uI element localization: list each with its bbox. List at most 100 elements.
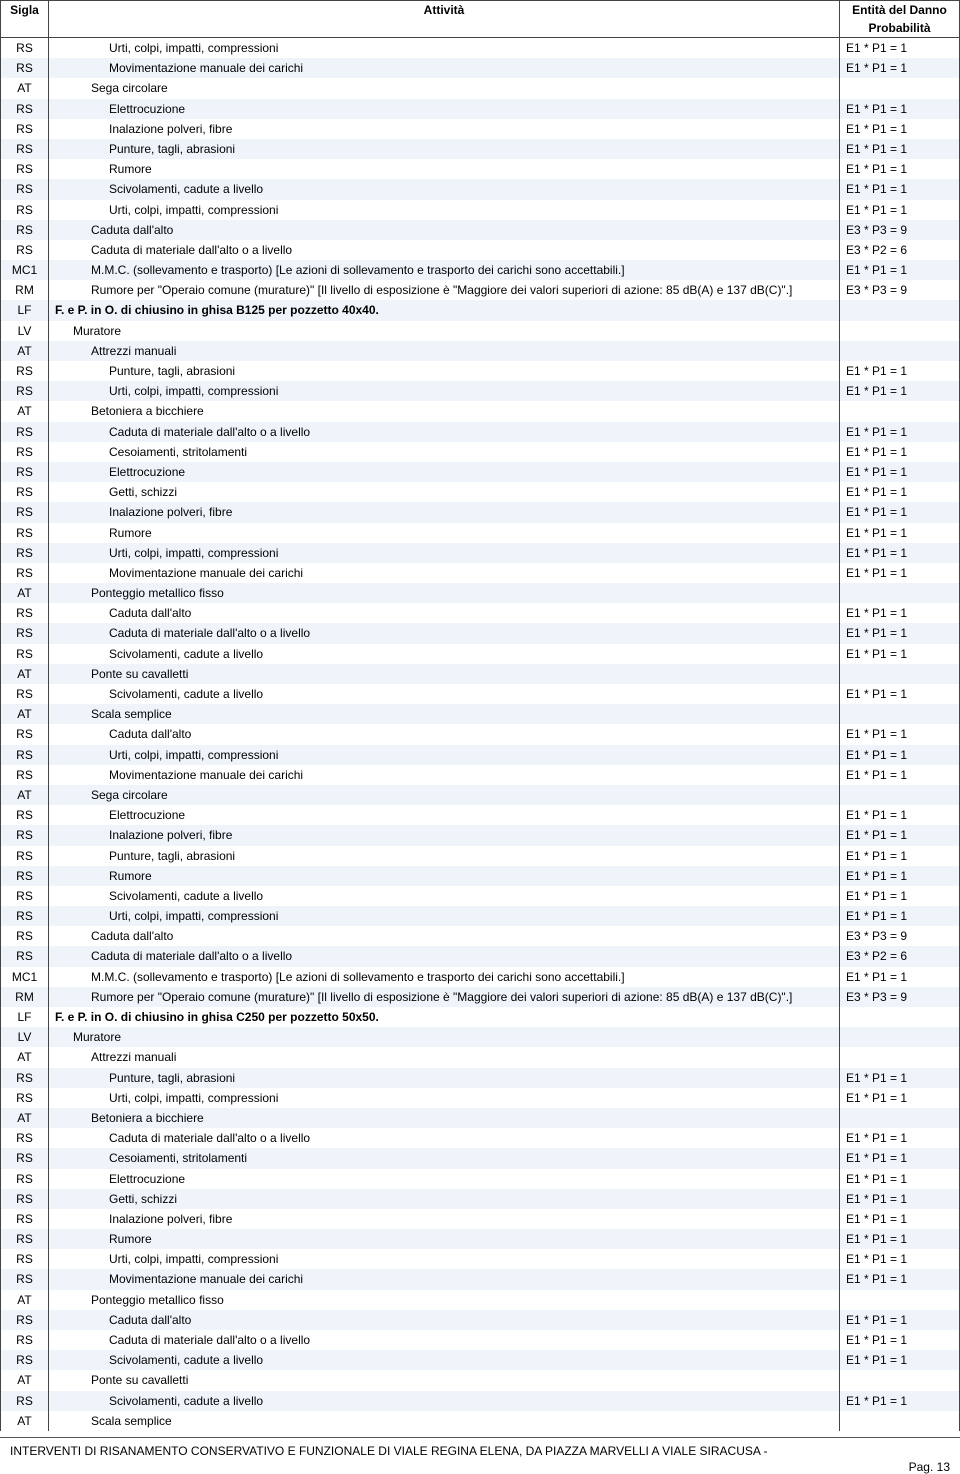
table-row: MC1M.M.C. (sollevamento e trasporto) [Le… <box>1 260 960 280</box>
cell-sigla: AT <box>1 1290 49 1310</box>
table-row: RSCaduta di materiale dall'alto o a live… <box>1 623 960 643</box>
table-row: RSScivolamenti, cadute a livelloE1 * P1 … <box>1 684 960 704</box>
cell-attivita: Scivolamenti, cadute a livello <box>49 1391 840 1411</box>
cell-sigla: AT <box>1 401 49 421</box>
cell-attivita: Punture, tagli, abrasioni <box>49 361 840 381</box>
cell-attivita: Urti, colpi, impatti, compressioni <box>49 745 840 765</box>
table-body: RSUrti, colpi, impatti, compressioniE1 *… <box>1 38 960 1431</box>
cell-danno: E1 * P1 = 1 <box>840 381 960 401</box>
table-row: RSUrti, colpi, impatti, compressioniE1 *… <box>1 1249 960 1269</box>
cell-sigla: AT <box>1 78 49 98</box>
cell-sigla: RM <box>1 987 49 1007</box>
cell-attivita: Muratore <box>49 1027 840 1047</box>
cell-attivita: Urti, colpi, impatti, compressioni <box>49 1088 840 1108</box>
cell-danno: E1 * P1 = 1 <box>840 906 960 926</box>
table-row: RSRumoreE1 * P1 = 1 <box>1 1229 960 1249</box>
table-row: RSMovimentazione manuale dei carichiE1 *… <box>1 563 960 583</box>
table-row: RSPunture, tagli, abrasioniE1 * P1 = 1 <box>1 361 960 381</box>
table-row: RSScivolamenti, cadute a livelloE1 * P1 … <box>1 1350 960 1370</box>
cell-sigla: RS <box>1 422 49 442</box>
cell-sigla: RS <box>1 724 49 744</box>
table-row: RSElettrocuzioneE1 * P1 = 1 <box>1 99 960 119</box>
cell-danno: E3 * P2 = 6 <box>840 240 960 260</box>
cell-sigla: RS <box>1 926 49 946</box>
table-row: RSUrti, colpi, impatti, compressioniE1 *… <box>1 1088 960 1108</box>
cell-sigla: RS <box>1 825 49 845</box>
cell-sigla: RS <box>1 1269 49 1289</box>
cell-sigla: LF <box>1 300 49 320</box>
table-row: ATPonteggio metallico fisso <box>1 1290 960 1310</box>
cell-danno: E1 * P1 = 1 <box>840 563 960 583</box>
cell-sigla: AT <box>1 785 49 805</box>
cell-sigla: RS <box>1 1169 49 1189</box>
cell-sigla: RS <box>1 1330 49 1350</box>
cell-attivita: F. e P. in O. di chiusino in ghisa B125 … <box>49 300 840 320</box>
cell-sigla: RS <box>1 462 49 482</box>
table-row: RSGetti, schizziE1 * P1 = 1 <box>1 1189 960 1209</box>
table-row: RSUrti, colpi, impatti, compressioniE1 *… <box>1 38 960 59</box>
cell-danno: E1 * P1 = 1 <box>840 846 960 866</box>
cell-danno <box>840 1411 960 1431</box>
cell-attivita: Attrezzi manuali <box>49 1047 840 1067</box>
table-row: RSGetti, schizziE1 * P1 = 1 <box>1 482 960 502</box>
table-row: RSInalazione polveri, fibreE1 * P1 = 1 <box>1 825 960 845</box>
table-row: RSScivolamenti, cadute a livelloE1 * P1 … <box>1 1391 960 1411</box>
cell-danno: E3 * P3 = 9 <box>840 220 960 240</box>
cell-attivita: Urti, colpi, impatti, compressioni <box>49 381 840 401</box>
cell-attivita: Attrezzi manuali <box>49 341 840 361</box>
cell-danno: E1 * P1 = 1 <box>840 422 960 442</box>
cell-attivita: Inalazione polveri, fibre <box>49 825 840 845</box>
cell-sigla: AT <box>1 1370 49 1390</box>
cell-attivita: Rumore per "Operaio comune (murature)" [… <box>49 987 840 1007</box>
cell-danno: E3 * P3 = 9 <box>840 926 960 946</box>
cell-attivita: Rumore <box>49 1229 840 1249</box>
table-row: RSRumoreE1 * P1 = 1 <box>1 866 960 886</box>
table-row: RSMovimentazione manuale dei carichiE1 *… <box>1 765 960 785</box>
cell-sigla: RS <box>1 765 49 785</box>
table-row: ATPonte su cavalletti <box>1 664 960 684</box>
cell-attivita: M.M.C. (sollevamento e trasporto) [Le az… <box>49 260 840 280</box>
cell-danno <box>840 583 960 603</box>
cell-attivita: Muratore <box>49 321 840 341</box>
table-row: RSCaduta dall'altoE1 * P1 = 1 <box>1 1310 960 1330</box>
cell-sigla: RS <box>1 1189 49 1209</box>
cell-sigla: RS <box>1 523 49 543</box>
cell-attivita: Urti, colpi, impatti, compressioni <box>49 1249 840 1269</box>
cell-danno: E1 * P1 = 1 <box>840 603 960 623</box>
cell-danno: E1 * P1 = 1 <box>840 159 960 179</box>
cell-attivita: Getti, schizzi <box>49 482 840 502</box>
cell-sigla: RS <box>1 442 49 462</box>
cell-attivita: Scala semplice <box>49 1411 840 1431</box>
table-row: RSPunture, tagli, abrasioniE1 * P1 = 1 <box>1 1068 960 1088</box>
cell-attivita: Caduta di materiale dall'alto o a livell… <box>49 1330 840 1350</box>
cell-danno: E1 * P1 = 1 <box>840 805 960 825</box>
table-row: ATScala semplice <box>1 704 960 724</box>
table-row: RSElettrocuzioneE1 * P1 = 1 <box>1 805 960 825</box>
table-row: RSScivolamenti, cadute a livelloE1 * P1 … <box>1 179 960 199</box>
cell-attivita: Sega circolare <box>49 785 840 805</box>
cell-danno <box>840 785 960 805</box>
cell-danno: E1 * P1 = 1 <box>840 523 960 543</box>
table-row: ATAttrezzi manuali <box>1 1047 960 1067</box>
cell-attivita: Ponte su cavalletti <box>49 1370 840 1390</box>
cell-danno: E1 * P1 = 1 <box>840 1088 960 1108</box>
cell-attivita: Elettrocuzione <box>49 805 840 825</box>
cell-danno: E1 * P1 = 1 <box>840 361 960 381</box>
cell-danno: E1 * P1 = 1 <box>840 119 960 139</box>
cell-attivita: Ponte su cavalletti <box>49 664 840 684</box>
cell-attivita: Cesoiamenti, stritolamenti <box>49 442 840 462</box>
cell-attivita: Movimentazione manuale dei carichi <box>49 1269 840 1289</box>
table-row: RSCaduta di materiale dall'alto o a live… <box>1 422 960 442</box>
col-header-sigla: Sigla <box>1 1 49 38</box>
cell-sigla: RS <box>1 159 49 179</box>
cell-sigla: RS <box>1 240 49 260</box>
cell-attivita: Scivolamenti, cadute a livello <box>49 684 840 704</box>
table-row: LFF. e P. in O. di chiusino in ghisa B12… <box>1 300 960 320</box>
cell-attivita: Elettrocuzione <box>49 462 840 482</box>
cell-attivita: Movimentazione manuale dei carichi <box>49 765 840 785</box>
table-row: ATPonteggio metallico fisso <box>1 583 960 603</box>
cell-sigla: LF <box>1 1007 49 1027</box>
cell-attivita: Rumore per "Operaio comune (murature)" [… <box>49 280 840 300</box>
cell-sigla: RS <box>1 603 49 623</box>
cell-sigla: RS <box>1 1350 49 1370</box>
